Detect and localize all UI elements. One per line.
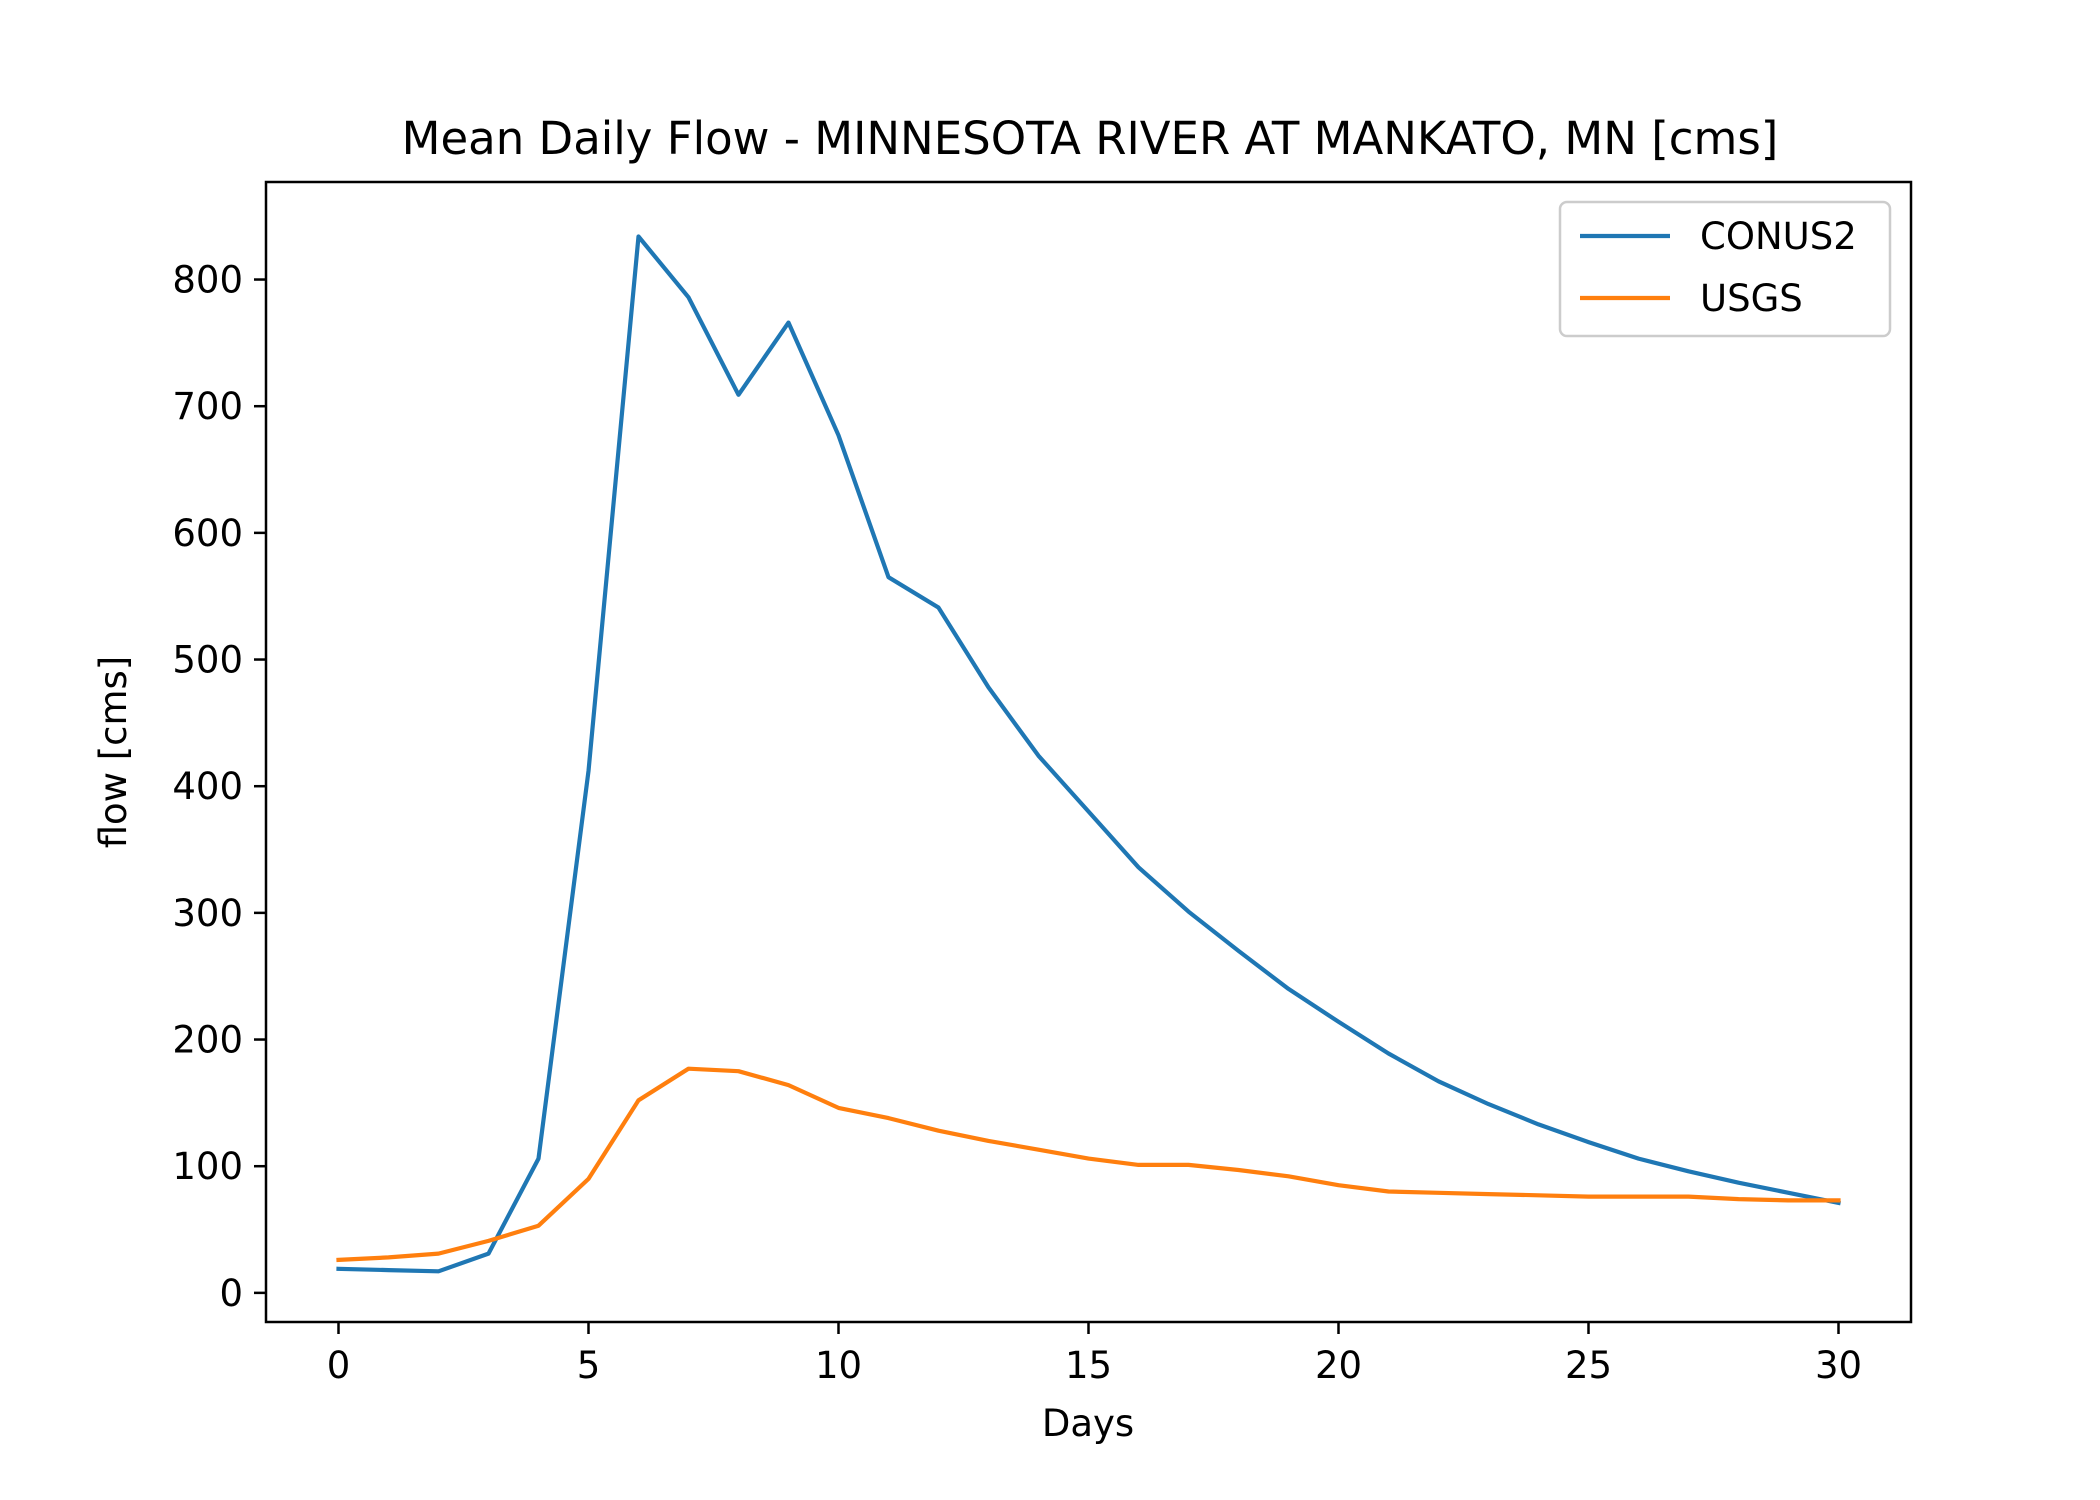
x-tick-label: 0 bbox=[327, 1344, 351, 1387]
x-tick-label: 15 bbox=[1065, 1344, 1112, 1387]
legend-label-usgs: USGS bbox=[1700, 277, 1803, 320]
series-line-conus2 bbox=[336, 234, 1841, 1274]
legend-label-conus2: CONUS2 bbox=[1700, 215, 1857, 258]
x-tick-label: 25 bbox=[1565, 1344, 1612, 1387]
x-tick-label: 10 bbox=[815, 1344, 862, 1387]
y-axis-label: flow [cms] bbox=[92, 656, 135, 849]
y-tick-label: 800 bbox=[172, 259, 243, 302]
y-tick-label: 100 bbox=[172, 1145, 243, 1188]
plot-lines bbox=[336, 234, 1841, 1274]
x-tick-label: 5 bbox=[577, 1344, 601, 1387]
y-tick-label: 700 bbox=[172, 385, 243, 428]
y-tick-label: 500 bbox=[172, 639, 243, 682]
x-axis-label: Days bbox=[1042, 1402, 1134, 1445]
legend: CONUS2 USGS bbox=[1558, 200, 1892, 338]
y-tick-label: 600 bbox=[172, 512, 243, 555]
x-axis-ticks: 0 5 10 15 20 25 30 bbox=[327, 1322, 1862, 1387]
y-tick-label: 0 bbox=[219, 1272, 243, 1315]
series-line-usgs bbox=[336, 1066, 1841, 1263]
x-tick-label: 30 bbox=[1815, 1344, 1862, 1387]
y-tick-label: 300 bbox=[172, 892, 243, 935]
y-axis-ticks: 0 100 200 300 400 500 600 700 800 bbox=[172, 259, 266, 1315]
y-tick-label: 200 bbox=[172, 1019, 243, 1062]
x-tick-label: 20 bbox=[1315, 1344, 1362, 1387]
chart-title: Mean Daily Flow - MINNESOTA RIVER AT MAN… bbox=[402, 112, 1779, 165]
y-tick-label: 400 bbox=[172, 765, 243, 808]
